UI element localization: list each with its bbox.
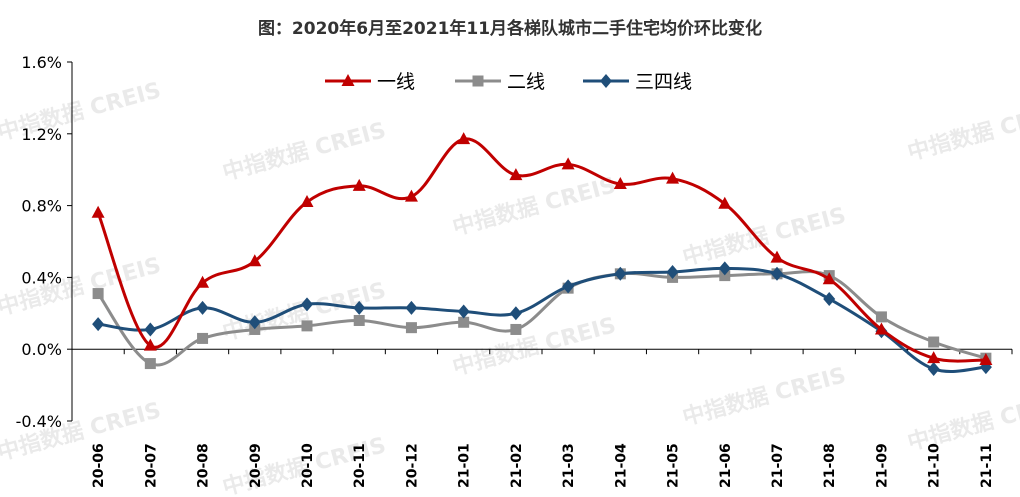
data-point: [196, 300, 209, 315]
data-point: [144, 322, 157, 337]
x-tick-label: 21-05: [666, 443, 682, 488]
data-point: [561, 157, 575, 170]
data-point: [562, 279, 575, 294]
data-point: [457, 132, 471, 145]
watermark: 中指数据 CREIS: [680, 362, 849, 431]
x-tick-label: 21-04: [613, 443, 629, 488]
data-point: [613, 177, 627, 190]
data-point: [666, 171, 680, 184]
y-tick-label: 1.6%: [21, 53, 62, 72]
data-point: [718, 261, 731, 276]
data-point: [248, 254, 262, 267]
data-point: [874, 322, 888, 335]
x-tick-label: 20-08: [196, 443, 212, 488]
x-tick-label: 20-12: [404, 443, 420, 488]
data-point: [353, 314, 365, 326]
data-point: [875, 311, 887, 323]
data-point: [144, 358, 156, 370]
data-point: [770, 250, 784, 263]
legend-marker: [341, 74, 355, 86]
data-point: [509, 168, 523, 181]
data-point: [301, 320, 313, 332]
data-point: [771, 266, 783, 281]
chart-title: 图：2020年6月至2021年11月各梯队城市二手住宅均价环比变化: [257, 19, 763, 39]
x-tick-label: 21-07: [770, 443, 786, 488]
data-point: [353, 300, 366, 315]
x-tick-label: 21-06: [718, 443, 734, 488]
data-point: [928, 336, 940, 348]
data-point: [249, 323, 261, 335]
data-point: [300, 195, 314, 208]
y-tick-label: 0.0%: [21, 340, 62, 359]
data-point: [457, 304, 470, 319]
data-point: [248, 315, 261, 330]
data-point: [301, 297, 313, 312]
y-axis-ticks: -0.4% 0.0% 0.4% 0.8% 1.2% 1.6%: [16, 53, 72, 431]
data-point: [196, 275, 210, 288]
data-point: [719, 270, 731, 282]
data-point: [352, 178, 366, 191]
data-point: [979, 352, 993, 365]
x-tick-label: 21-08: [822, 443, 838, 488]
x-tick-label: 21-11: [979, 443, 995, 488]
watermark: 中指数据 CREIS: [680, 202, 849, 271]
x-tick-label: 20-10: [300, 443, 316, 488]
x-tick-label: 21-03: [561, 443, 577, 488]
data-point: [405, 322, 417, 334]
data-point: [509, 306, 522, 321]
data-point: [666, 265, 679, 280]
watermark: 中指数据 CREIS: [905, 97, 1020, 166]
data-point: [91, 205, 105, 218]
series-3: [92, 261, 992, 376]
series-layer: [91, 132, 993, 376]
legend-marker: [472, 75, 484, 87]
data-point: [822, 272, 836, 285]
legend: 一线 二线 三四线: [325, 71, 692, 93]
data-point: [823, 291, 836, 306]
data-point: [404, 189, 418, 202]
x-tick-label: 20-06: [91, 443, 107, 488]
data-point: [92, 317, 105, 332]
legend-label: 三四线: [635, 71, 692, 93]
watermark: 中指数据 CREIS: [220, 277, 389, 346]
data-point: [405, 300, 418, 315]
x-tick-label: 21-10: [927, 443, 943, 488]
x-tick-label: 20-07: [143, 443, 159, 488]
data-point: [92, 288, 104, 300]
data-point: [614, 266, 627, 281]
chart-axes: [71, 62, 1012, 421]
watermark: 中指数据 CREIS: [905, 387, 1020, 456]
y-tick-label: 0.4%: [21, 268, 62, 287]
y-tick-label: 1.2%: [21, 125, 62, 144]
data-point: [718, 196, 732, 209]
x-tick-label: 21-01: [457, 443, 473, 488]
y-tick-label: 0.8%: [21, 197, 62, 216]
data-point: [143, 338, 157, 351]
data-point: [458, 316, 470, 328]
x-tick-label: 21-09: [874, 443, 890, 488]
legend-label: 二线: [507, 71, 545, 93]
data-point: [510, 323, 522, 335]
data-point: [927, 351, 941, 364]
watermark: 中指数据 CREIS: [220, 117, 389, 186]
y-tick-label: -0.4%: [16, 412, 62, 431]
x-tick-label: 20-11: [352, 443, 368, 488]
watermark: 中指数据 CREIS: [450, 172, 619, 241]
x-axis-ticks: 20-06 20-07 20-08 20-09 20-10 20-11 20-12 21-01…: [71, 349, 1013, 488]
x-tick-label: 20-09: [248, 443, 264, 488]
legend-marker: [600, 74, 612, 88]
series-1: [91, 132, 993, 365]
data-point: [197, 332, 209, 344]
watermark: 中指数据 CREIS: [0, 397, 164, 466]
data-point: [927, 361, 940, 376]
x-tick-label: 21-02: [509, 443, 525, 488]
legend-label: 一线: [377, 71, 415, 93]
